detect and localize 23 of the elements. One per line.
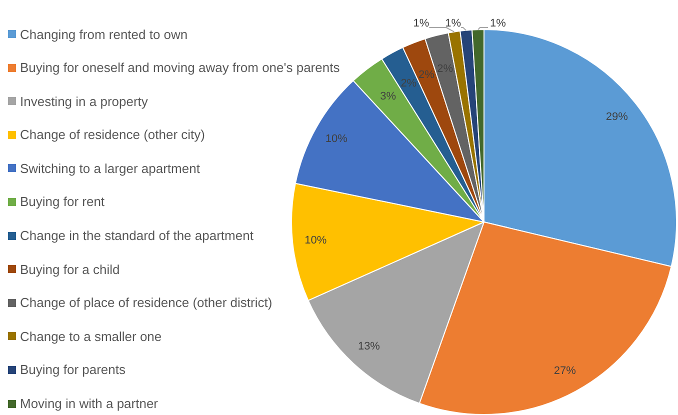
data-label: 10% <box>304 234 327 246</box>
data-label: 1% <box>413 18 430 30</box>
legend-label: Buying for parents <box>20 362 126 378</box>
data-label: 2% <box>400 77 417 90</box>
data-label: 2% <box>418 69 435 82</box>
data-label: 3% <box>380 90 396 103</box>
data-label: 1% <box>490 18 506 30</box>
data-label: 10% <box>325 132 348 145</box>
legend-label: Buying for oneself and moving away from one's parents <box>20 60 340 76</box>
legend-label: Switching to a larger apartment <box>20 160 200 176</box>
legend-label: Moving in with a partner <box>20 396 158 412</box>
legend-label: Change to a smaller one <box>20 328 162 344</box>
legend-label: Investing in a property <box>20 94 148 109</box>
data-label: 13% <box>358 340 380 352</box>
data-label: 27% <box>554 364 576 377</box>
data-label: 1% <box>445 18 462 30</box>
legend-label: Buying for rent <box>20 194 105 210</box>
legend-label: Change in the standard of the apartment <box>20 228 254 244</box>
legend-label: Buying for a child <box>20 262 120 277</box>
legend-label: Change of residence (other city) <box>20 127 205 142</box>
legend-label: Changing from rented to own <box>20 26 188 42</box>
legend-label: Change of place of residence (other district) <box>20 295 272 310</box>
data-label: 29% <box>606 111 628 123</box>
